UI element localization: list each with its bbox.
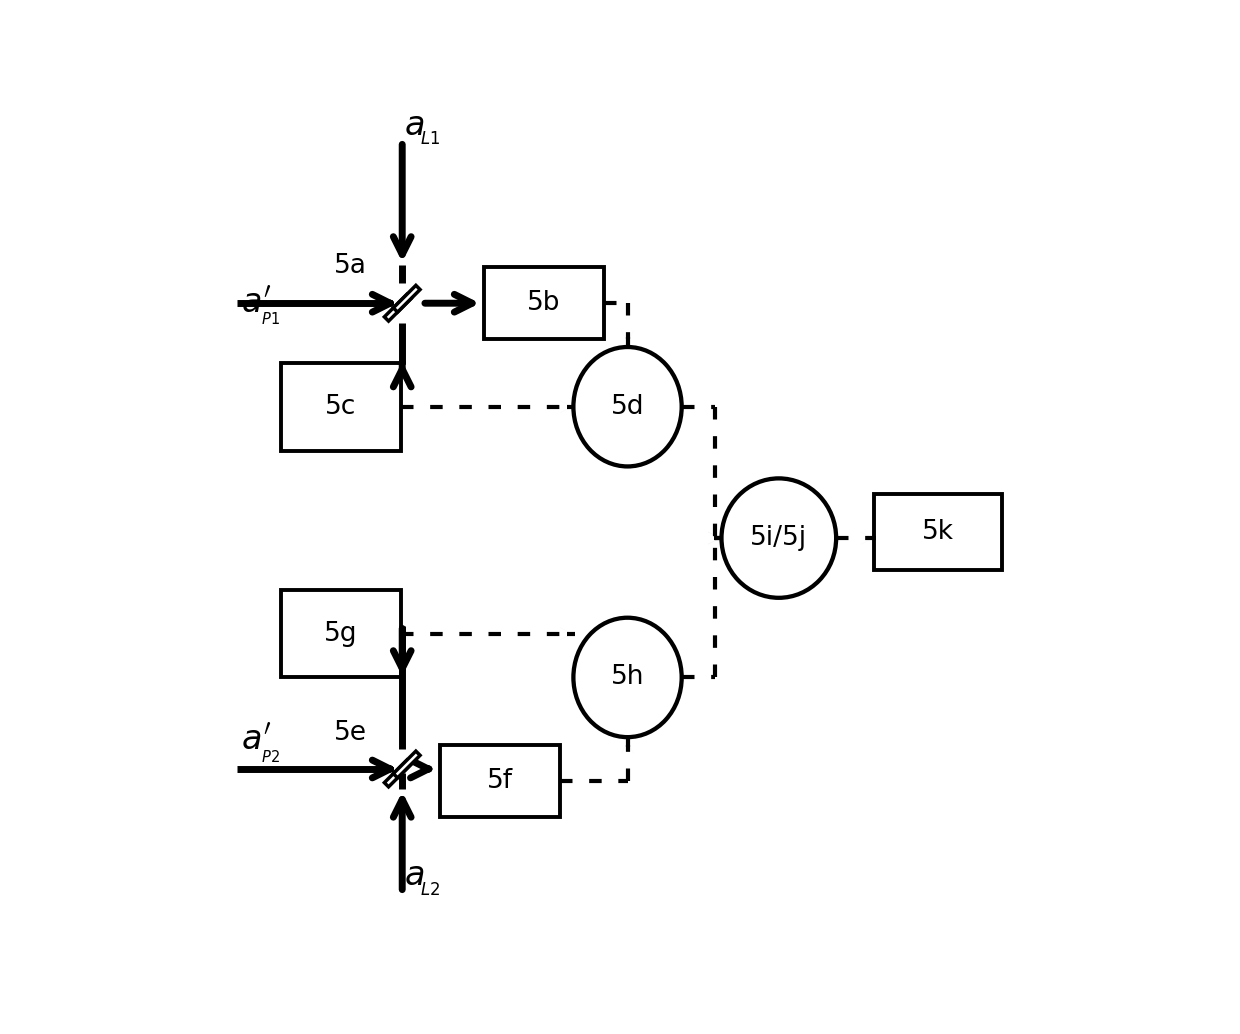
Text: 5h: 5h [611,665,645,691]
Text: 5a: 5a [334,252,367,279]
Text: 5g: 5g [324,620,357,646]
Text: $_{L2}$: $_{L2}$ [419,874,440,898]
Bar [281,363,401,451]
Polygon shape [393,751,420,778]
Text: 5f: 5f [487,768,513,794]
Text: 5b: 5b [527,291,560,316]
Polygon shape [384,295,412,322]
Polygon shape [393,285,420,312]
Bar [874,494,1002,570]
Bar [485,268,604,339]
Text: 5e: 5e [334,720,367,747]
Text: 5k: 5k [923,519,954,545]
Ellipse shape [573,347,682,466]
Polygon shape [384,760,412,787]
Text: $a'$: $a'$ [242,724,272,757]
Text: $a$: $a$ [404,109,424,142]
Text: $a$: $a$ [404,859,424,892]
Text: 5c: 5c [325,394,357,420]
Text: $_{P1}$: $_{P1}$ [262,307,280,327]
Text: $_{L1}$: $_{L1}$ [419,123,440,147]
Text: 5d: 5d [611,394,645,420]
Ellipse shape [722,479,836,598]
Text: $a'$: $a'$ [242,286,272,320]
Text: $_{P2}$: $_{P2}$ [262,746,280,765]
Bar [440,746,560,817]
Ellipse shape [573,617,682,737]
Bar [281,589,401,677]
Text: 5i/5j: 5i/5j [750,525,807,551]
